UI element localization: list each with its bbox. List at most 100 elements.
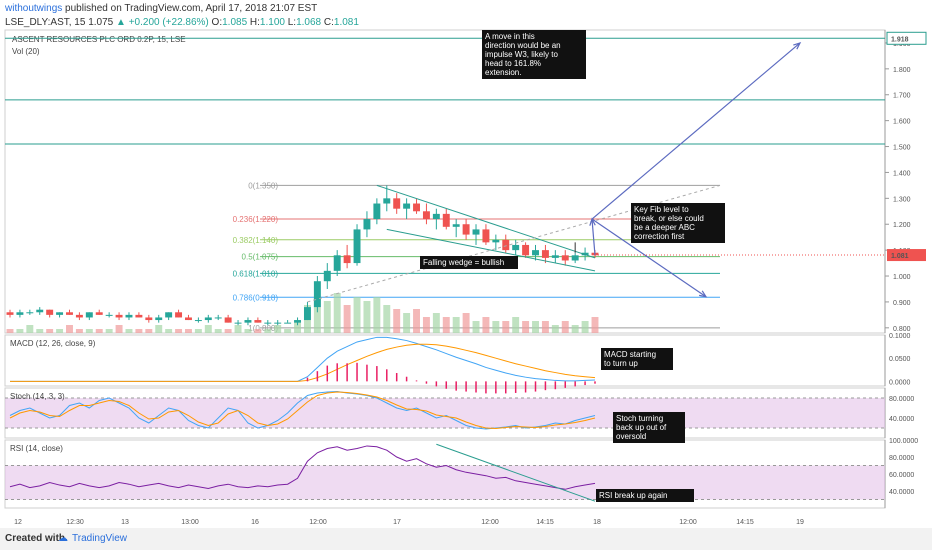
y-tick-label-main-8: 1.600 (893, 119, 911, 126)
volume-bar (472, 321, 480, 333)
publish-line: withoutwings published on TradingView.co… (5, 3, 317, 14)
series-line-1-0 (10, 336, 596, 382)
x-tick-label-2: 13 (121, 519, 129, 526)
indicator-title-1: MACD (12, 26, close, 9) (10, 339, 96, 348)
candle-body (432, 213, 440, 220)
volume-bar (512, 317, 520, 333)
last-price-badge-bg (887, 249, 926, 262)
high-label: H: (249, 17, 260, 28)
candle-body (551, 255, 559, 258)
volume-bar (274, 325, 282, 333)
volume-bar (194, 329, 202, 333)
published-text: published on TradingView.com, April 17, … (65, 3, 318, 14)
volume-bar (363, 301, 371, 333)
annotation-stoch-box (613, 412, 685, 443)
band-2 (5, 398, 885, 428)
volume-bar (105, 329, 113, 333)
volume-bar (264, 329, 272, 333)
candle-body (115, 314, 123, 318)
volume-bar (442, 317, 450, 333)
x-tick-label-0: 12 (14, 519, 22, 526)
volume-bar (85, 329, 93, 333)
candle-body (66, 312, 73, 315)
volume-bar (343, 305, 351, 333)
candle-body (36, 309, 44, 313)
y-tick-label-main-2: 1.000 (893, 274, 911, 281)
volume-bar (383, 305, 391, 333)
y-tick-label-ind-2-0: 80.0000 (889, 396, 914, 403)
volume-bar (95, 329, 103, 333)
fib-label-3: 0.5(1.075) (242, 253, 279, 262)
volume-bar (165, 329, 173, 333)
wedge-upper-line (376, 184, 596, 259)
candle-body (26, 312, 34, 314)
volume-bar (452, 317, 460, 333)
candle-body (462, 224, 470, 235)
volume-bar (145, 329, 153, 333)
y-tick-label-main-9: 1.700 (893, 93, 911, 100)
candle-body (185, 317, 192, 321)
candle-body (274, 322, 282, 324)
annotation-impulse-box (482, 30, 586, 79)
fib-label-0: 0(1.350) (248, 181, 278, 190)
created-with-text: Created with (5, 533, 66, 544)
candle-body (313, 281, 321, 308)
x-tick-label-8: 14:15 (536, 519, 554, 526)
chart-canvas[interactable]: 0.8000.9001.0001.1001.2001.3001.4001.500… (0, 28, 932, 528)
volume-bar (492, 321, 500, 333)
volume-bar (234, 325, 242, 333)
candle-body (46, 309, 54, 315)
candle-body (383, 198, 391, 204)
volume-bar (413, 309, 420, 333)
annotation-macd-box (601, 348, 673, 370)
volume-bar (155, 325, 163, 333)
volume-bar (26, 325, 34, 333)
candle-body (125, 314, 133, 318)
candle-body (294, 320, 302, 323)
candle-body (541, 250, 549, 258)
open-label: O: (211, 17, 223, 28)
volume-bar (66, 325, 73, 333)
chart-header: withoutwings published on TradingView.co… (0, 0, 932, 30)
x-tick-label-1: 12:30 (66, 519, 84, 526)
annotation-impulse: A move in this direction would be an impul… (485, 32, 561, 77)
y-tick-label-main-1: 0.900 (893, 300, 911, 307)
volume-bar (204, 325, 212, 333)
volume-bar (502, 321, 510, 333)
tradingview-cloud-icon: ☁ (58, 533, 68, 544)
candle-body (244, 320, 252, 323)
change-text: +0.200 (+22.86%) (128, 17, 209, 28)
candle-body (442, 213, 450, 227)
volume-bar (482, 317, 490, 333)
candle-body (403, 203, 411, 209)
volume-bar (56, 329, 64, 333)
volume-bar (432, 313, 440, 333)
candle-body (234, 322, 242, 324)
candle-body (56, 312, 64, 315)
y-tick-label-main-7: 1.500 (893, 145, 911, 152)
volume-bar (581, 321, 589, 333)
candle-body (204, 317, 212, 321)
candle-body (561, 255, 569, 261)
x-tick-label-12: 19 (796, 519, 804, 526)
volume-bar (462, 313, 470, 333)
low-label: L: (287, 17, 297, 28)
tradingview-brand[interactable]: TradingView (72, 533, 128, 544)
open-value: 1.085 (222, 17, 248, 28)
x-tick-label-9: 18 (593, 519, 601, 526)
fib-label-1: 0.236(1.220) (233, 215, 279, 224)
volume-bar (422, 317, 430, 333)
candle-body (502, 239, 510, 251)
ohlc-line: LSE_DLY:AST, 15 1.075 ▲ +0.200 (+22.86%)… (5, 17, 359, 28)
volume-bar (522, 321, 530, 333)
indicator-title-3: RSI (14, close) (10, 444, 63, 453)
candle-body (482, 229, 490, 243)
candle-body (175, 312, 183, 318)
close-label: C: (323, 17, 334, 28)
volume-bar (284, 329, 292, 333)
author-name[interactable]: withoutwings (5, 3, 63, 14)
volume-bar (175, 329, 183, 333)
volume-bar (115, 325, 123, 333)
y-tick-label-ind-1-2: 0.0000 (889, 379, 911, 386)
close-value: 1.081 (333, 17, 359, 28)
